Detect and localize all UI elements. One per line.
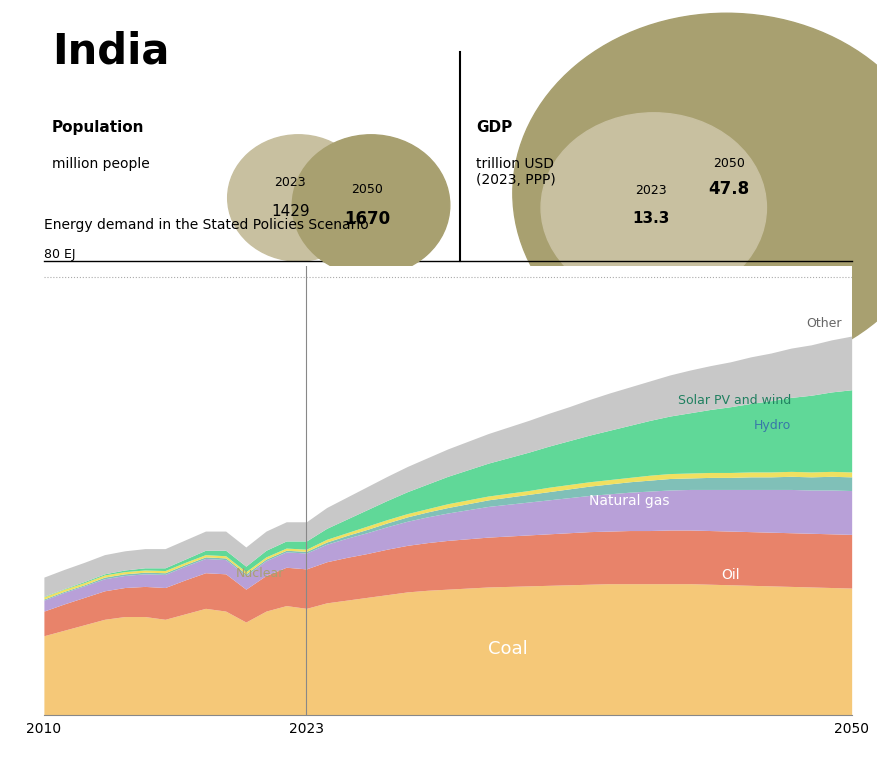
Text: Oil: Oil — [720, 568, 739, 582]
Text: Energy demand in the Stated Policies Scenario: Energy demand in the Stated Policies Sce… — [44, 218, 368, 232]
Text: 2050: 2050 — [351, 183, 382, 196]
Ellipse shape — [227, 135, 368, 261]
Text: Hydro: Hydro — [753, 419, 790, 432]
Text: 2023: 2023 — [635, 184, 667, 197]
Ellipse shape — [512, 13, 877, 373]
Ellipse shape — [292, 135, 449, 275]
Text: 47.8: 47.8 — [708, 181, 749, 198]
Text: 2023: 2023 — [275, 175, 306, 188]
Text: 13.3: 13.3 — [632, 211, 669, 226]
Text: Population: Population — [52, 120, 145, 135]
Text: India: India — [52, 30, 169, 72]
Text: Coal: Coal — [488, 641, 528, 658]
Ellipse shape — [540, 113, 766, 302]
Text: trillion USD
(2023, PPP): trillion USD (2023, PPP) — [475, 157, 555, 187]
Text: 2050: 2050 — [712, 158, 744, 171]
Text: million people: million people — [52, 157, 150, 171]
Text: 1429: 1429 — [271, 204, 310, 218]
Text: 1670: 1670 — [344, 210, 389, 228]
Text: GDP: GDP — [475, 120, 511, 135]
Text: 80 EJ: 80 EJ — [44, 248, 75, 261]
Text: Solar PV and wind: Solar PV and wind — [677, 394, 790, 407]
Text: Natural gas: Natural gas — [588, 494, 669, 508]
Text: Other: Other — [805, 317, 841, 330]
Text: Nuclear: Nuclear — [236, 568, 284, 581]
